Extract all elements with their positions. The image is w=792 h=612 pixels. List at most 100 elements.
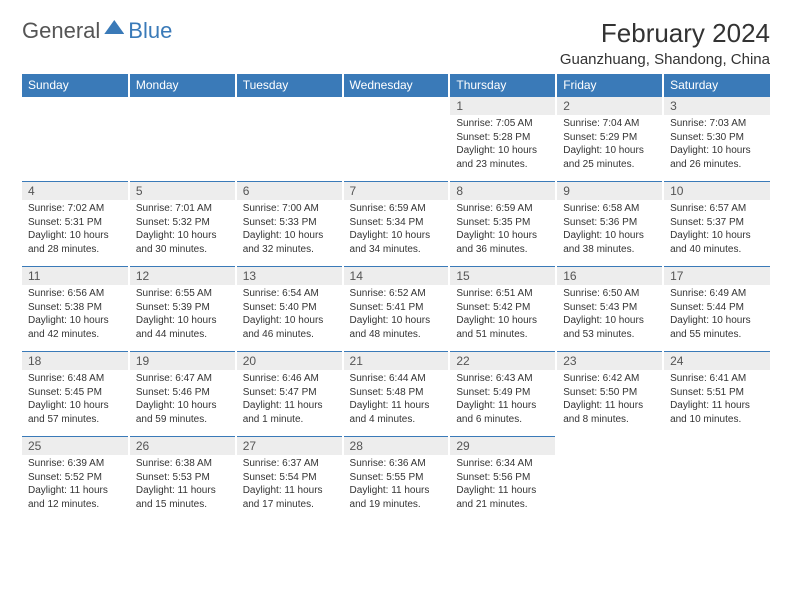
day-number-cell: 9: [556, 182, 663, 201]
sunrise-text: Sunrise: 6:43 AM: [456, 372, 549, 386]
daylight-text: Daylight: 11 hours and 1 minute.: [243, 399, 336, 426]
day-number-cell: 20: [236, 352, 343, 371]
daylight-text: Daylight: 10 hours and 51 minutes.: [456, 314, 549, 341]
sunrise-text: Sunrise: 6:37 AM: [243, 457, 336, 471]
day-detail-cell: Sunrise: 6:37 AMSunset: 5:54 PMDaylight:…: [236, 455, 343, 521]
logo-triangle-icon: [104, 20, 124, 34]
dow-header: Monday: [129, 74, 236, 97]
sunset-text: Sunset: 5:33 PM: [243, 216, 336, 230]
sunset-text: Sunset: 5:30 PM: [670, 131, 764, 145]
daylight-text: Daylight: 10 hours and 38 minutes.: [563, 229, 656, 256]
sunrise-text: Sunrise: 6:50 AM: [563, 287, 656, 301]
header: General Blue February 2024 Guanzhuang, S…: [22, 18, 770, 68]
day-detail-cell: Sunrise: 6:51 AMSunset: 5:42 PMDaylight:…: [449, 285, 556, 352]
day-number-cell: 11: [22, 267, 129, 286]
sunset-text: Sunset: 5:34 PM: [350, 216, 443, 230]
day-number-cell: 6: [236, 182, 343, 201]
sunrise-text: Sunrise: 7:03 AM: [670, 117, 764, 131]
day-detail-cell: Sunrise: 7:03 AMSunset: 5:30 PMDaylight:…: [663, 115, 770, 182]
title-block: February 2024 Guanzhuang, Shandong, Chin…: [560, 18, 770, 68]
sunrise-text: Sunrise: 6:39 AM: [28, 457, 122, 471]
daylight-text: Daylight: 11 hours and 19 minutes.: [350, 484, 443, 511]
daylight-text: Daylight: 10 hours and 40 minutes.: [670, 229, 764, 256]
day-number-cell: 23: [556, 352, 663, 371]
day-detail-cell: Sunrise: 6:42 AMSunset: 5:50 PMDaylight:…: [556, 370, 663, 437]
day-number-cell: 14: [343, 267, 450, 286]
sunrise-text: Sunrise: 6:55 AM: [136, 287, 229, 301]
day-number-cell: [556, 437, 663, 456]
sunrise-text: Sunrise: 6:38 AM: [136, 457, 229, 471]
daylight-text: Daylight: 10 hours and 44 minutes.: [136, 314, 229, 341]
sunset-text: Sunset: 5:45 PM: [28, 386, 122, 400]
daylight-text: Daylight: 11 hours and 10 minutes.: [670, 399, 764, 426]
logo-word1: General: [22, 18, 100, 44]
sunrise-text: Sunrise: 6:41 AM: [670, 372, 764, 386]
sunset-text: Sunset: 5:56 PM: [456, 471, 549, 485]
daynum-row: 123: [22, 97, 770, 116]
day-detail-cell: Sunrise: 7:02 AMSunset: 5:31 PMDaylight:…: [22, 200, 129, 267]
sunset-text: Sunset: 5:54 PM: [243, 471, 336, 485]
sunset-text: Sunset: 5:41 PM: [350, 301, 443, 315]
day-detail-cell: [663, 455, 770, 521]
sunrise-text: Sunrise: 6:56 AM: [28, 287, 122, 301]
daylight-text: Daylight: 10 hours and 32 minutes.: [243, 229, 336, 256]
sunset-text: Sunset: 5:32 PM: [136, 216, 229, 230]
day-detail-cell: Sunrise: 7:04 AMSunset: 5:29 PMDaylight:…: [556, 115, 663, 182]
calendar-table: SundayMondayTuesdayWednesdayThursdayFrid…: [22, 74, 770, 521]
day-number-cell: 8: [449, 182, 556, 201]
sunrise-text: Sunrise: 6:44 AM: [350, 372, 443, 386]
logo-word2: Blue: [128, 18, 172, 44]
dow-header: Thursday: [449, 74, 556, 97]
daylight-text: Daylight: 10 hours and 57 minutes.: [28, 399, 122, 426]
calendar-body: 123Sunrise: 7:05 AMSunset: 5:28 PMDaylig…: [22, 97, 770, 522]
day-number-cell: 24: [663, 352, 770, 371]
day-detail-cell: Sunrise: 6:50 AMSunset: 5:43 PMDaylight:…: [556, 285, 663, 352]
day-number-cell: 2: [556, 97, 663, 116]
day-detail-cell: [236, 115, 343, 182]
day-number-cell: 26: [129, 437, 236, 456]
day-number-cell: 25: [22, 437, 129, 456]
daylight-text: Daylight: 10 hours and 30 minutes.: [136, 229, 229, 256]
day-detail-cell: Sunrise: 6:41 AMSunset: 5:51 PMDaylight:…: [663, 370, 770, 437]
day-number-cell: [343, 97, 450, 116]
day-number-cell: 15: [449, 267, 556, 286]
sunset-text: Sunset: 5:38 PM: [28, 301, 122, 315]
sunrise-text: Sunrise: 6:58 AM: [563, 202, 656, 216]
sunrise-text: Sunrise: 6:49 AM: [670, 287, 764, 301]
day-detail-cell: Sunrise: 6:49 AMSunset: 5:44 PMDaylight:…: [663, 285, 770, 352]
sunrise-text: Sunrise: 6:59 AM: [350, 202, 443, 216]
day-number-cell: 17: [663, 267, 770, 286]
sunset-text: Sunset: 5:50 PM: [563, 386, 656, 400]
sunrise-text: Sunrise: 6:46 AM: [243, 372, 336, 386]
day-detail-cell: Sunrise: 6:58 AMSunset: 5:36 PMDaylight:…: [556, 200, 663, 267]
sunset-text: Sunset: 5:48 PM: [350, 386, 443, 400]
day-detail-cell: Sunrise: 6:55 AMSunset: 5:39 PMDaylight:…: [129, 285, 236, 352]
sunset-text: Sunset: 5:39 PM: [136, 301, 229, 315]
day-detail-cell: Sunrise: 6:43 AMSunset: 5:49 PMDaylight:…: [449, 370, 556, 437]
sunrise-text: Sunrise: 6:51 AM: [456, 287, 549, 301]
daylight-text: Daylight: 10 hours and 25 minutes.: [563, 144, 656, 171]
sunset-text: Sunset: 5:46 PM: [136, 386, 229, 400]
daylight-text: Daylight: 11 hours and 6 minutes.: [456, 399, 549, 426]
day-number-cell: 28: [343, 437, 450, 456]
day-detail-cell: Sunrise: 6:54 AMSunset: 5:40 PMDaylight:…: [236, 285, 343, 352]
dow-header: Saturday: [663, 74, 770, 97]
day-number-cell: 16: [556, 267, 663, 286]
daylight-text: Daylight: 10 hours and 23 minutes.: [456, 144, 549, 171]
day-number-cell: 18: [22, 352, 129, 371]
sunset-text: Sunset: 5:47 PM: [243, 386, 336, 400]
day-detail-cell: Sunrise: 6:36 AMSunset: 5:55 PMDaylight:…: [343, 455, 450, 521]
page-title: February 2024: [560, 18, 770, 49]
day-number-cell: 10: [663, 182, 770, 201]
sunset-text: Sunset: 5:52 PM: [28, 471, 122, 485]
day-detail-cell: Sunrise: 7:01 AMSunset: 5:32 PMDaylight:…: [129, 200, 236, 267]
day-detail-cell: Sunrise: 6:34 AMSunset: 5:56 PMDaylight:…: [449, 455, 556, 521]
daylight-text: Daylight: 10 hours and 46 minutes.: [243, 314, 336, 341]
day-number-cell: 22: [449, 352, 556, 371]
day-number-cell: [663, 437, 770, 456]
daynum-row: 11121314151617: [22, 267, 770, 286]
sunrise-text: Sunrise: 6:34 AM: [456, 457, 549, 471]
logo: General Blue: [22, 18, 172, 44]
day-details-row: Sunrise: 7:02 AMSunset: 5:31 PMDaylight:…: [22, 200, 770, 267]
sunset-text: Sunset: 5:40 PM: [243, 301, 336, 315]
